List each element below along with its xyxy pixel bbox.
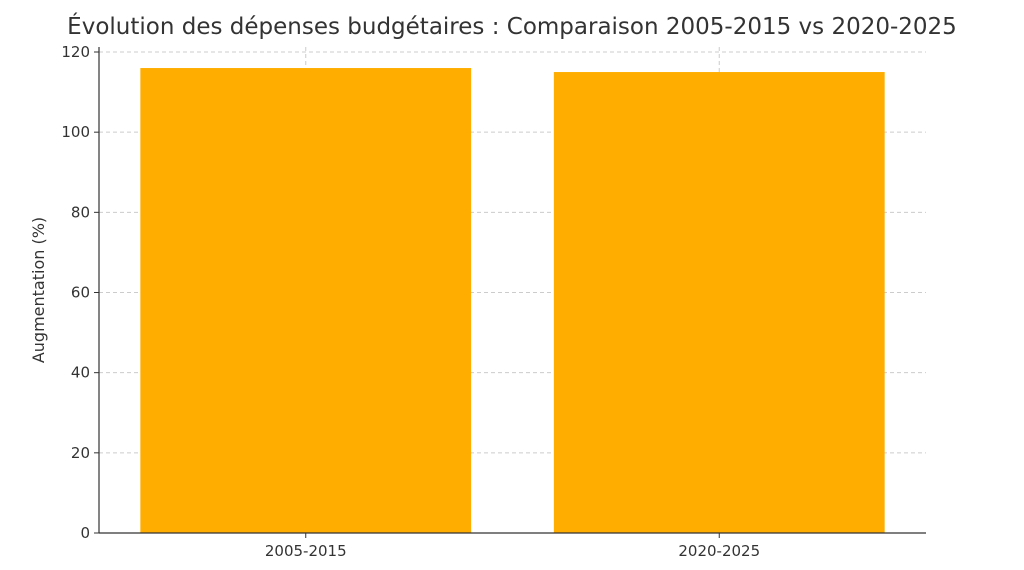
bars <box>140 68 885 534</box>
chart-title: Évolution des dépenses budgétaires : Com… <box>67 12 957 40</box>
y-tick-label: 0 <box>80 524 90 542</box>
y-tick-label: 60 <box>71 284 90 302</box>
y-tick-label: 100 <box>61 123 90 141</box>
y-tick-label: 80 <box>71 203 90 221</box>
y-axis-label: Augmentation (%) <box>29 217 48 363</box>
y-tick-label: 120 <box>61 43 90 61</box>
bar <box>553 72 885 534</box>
y-tick-label: 40 <box>71 364 90 382</box>
x-tick-labels: 2005-2015 2020-2025 <box>265 542 760 560</box>
y-tick-label: 20 <box>71 444 90 462</box>
axes <box>94 47 926 538</box>
x-tick-label: 2005-2015 <box>265 542 347 560</box>
bar <box>140 68 472 534</box>
y-tick-labels: 0 20 40 60 80 100 120 <box>61 43 90 542</box>
x-tick-label: 2020-2025 <box>678 542 760 560</box>
